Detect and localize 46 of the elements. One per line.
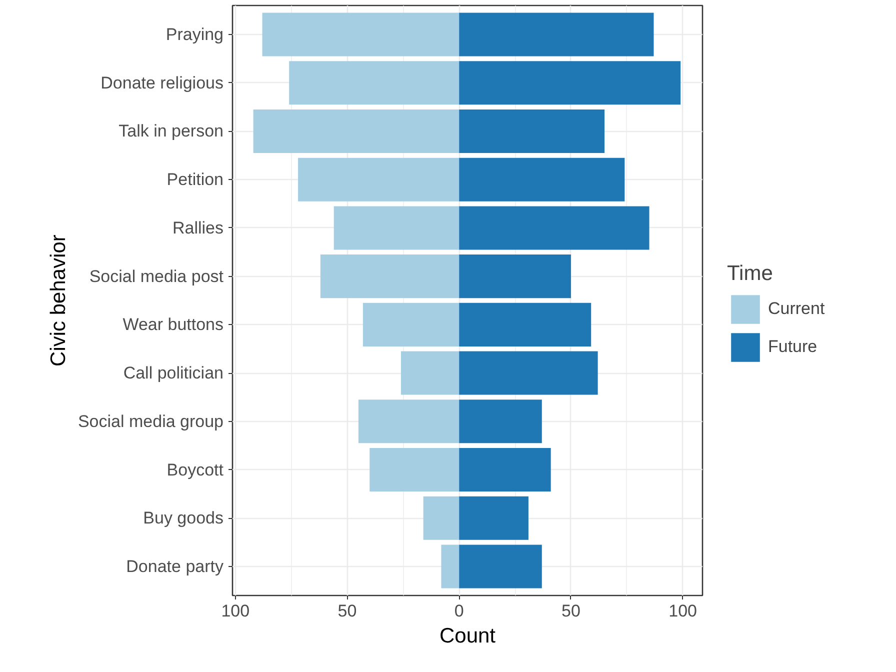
bar <box>459 61 681 105</box>
y-tick-label: Talk in person <box>118 122 224 141</box>
x-axis-title: Count <box>439 624 496 648</box>
bar <box>459 158 625 202</box>
y-tick-label: Praying <box>166 25 224 44</box>
bar <box>459 109 605 153</box>
bar <box>459 206 650 250</box>
legend-label: Future <box>768 337 818 357</box>
y-tick-label: Call politician <box>123 364 224 383</box>
y-axis-title: Civic behavior <box>46 234 70 366</box>
bar <box>423 496 460 540</box>
bar <box>289 61 460 105</box>
y-tick-label: Boycott <box>166 460 224 480</box>
bar <box>253 109 460 153</box>
bar <box>358 400 460 444</box>
y-tick-label: Petition <box>166 170 224 190</box>
x-tick-label: 100 <box>668 602 698 620</box>
bar <box>362 302 460 346</box>
bar <box>459 496 528 540</box>
bar <box>441 544 460 588</box>
y-tick-label: Wear buttons <box>122 315 224 334</box>
x-tick-label: 50 <box>338 602 357 620</box>
x-tick-label: 50 <box>562 602 580 620</box>
legend-title: Time <box>727 262 774 286</box>
bar <box>334 206 460 250</box>
y-tick-label: Social media group <box>78 412 224 431</box>
x-tick-label: 0 <box>454 602 464 620</box>
bar <box>298 158 460 202</box>
legend-label: Current <box>768 299 825 319</box>
y-tick-label: Buy goods <box>143 508 224 528</box>
bar <box>459 544 542 588</box>
bar <box>459 448 551 492</box>
bar <box>459 351 598 395</box>
y-tick-label: Donate religious <box>100 73 224 92</box>
bar <box>459 254 571 298</box>
bar <box>320 254 460 298</box>
y-tick-label: Rallies <box>172 218 224 238</box>
bar <box>370 448 460 492</box>
bar <box>459 302 592 346</box>
bar <box>459 12 654 56</box>
bar <box>262 12 460 56</box>
y-tick-label: Donate party <box>126 556 224 576</box>
x-tick-label: 100 <box>221 602 250 620</box>
bar <box>459 400 542 444</box>
bar <box>400 351 460 395</box>
y-tick-label: Social media post <box>89 266 224 286</box>
